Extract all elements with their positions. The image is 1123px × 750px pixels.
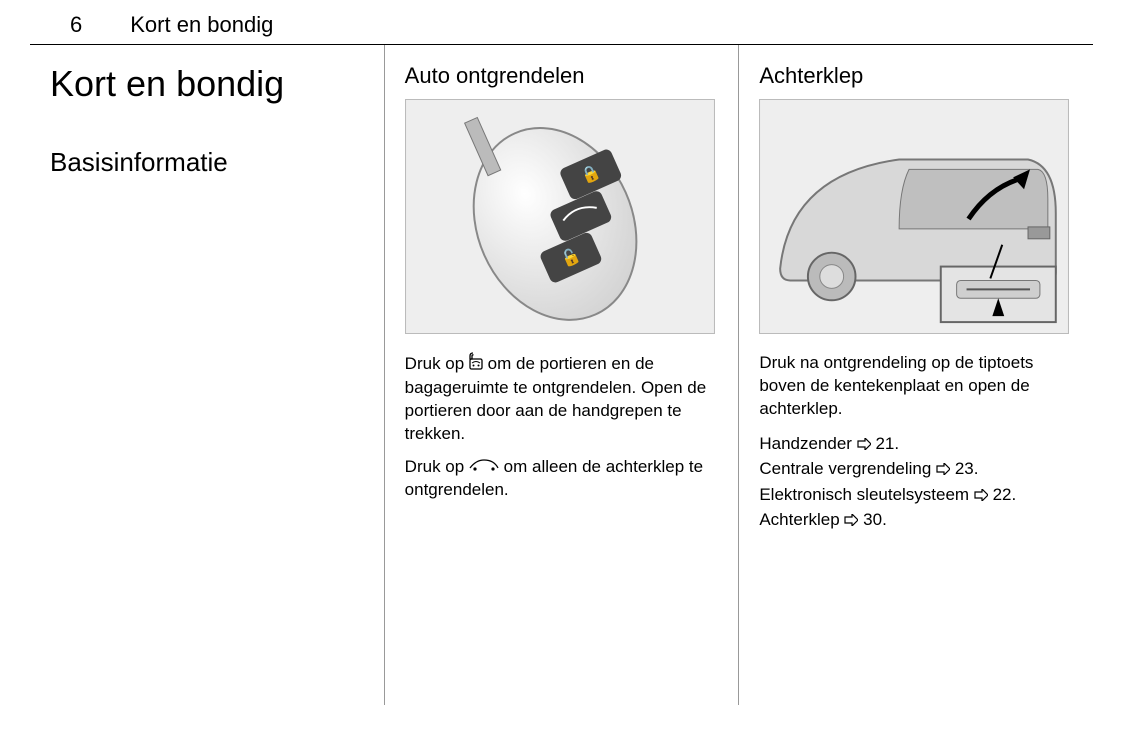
unlock-car-icon xyxy=(469,352,483,377)
keyfob-svg: 🔒 🔓 xyxy=(406,100,714,333)
column-3: Achterklep xyxy=(739,45,1093,705)
crossref-arrow-icon xyxy=(974,483,988,509)
crossref-centrale-vergrendeling: Centrale vergrendeling 23. xyxy=(759,456,1073,482)
section-title: Basisinformatie xyxy=(50,147,364,178)
ref-label: Achterklep xyxy=(759,510,839,529)
content-columns: Kort en bondig Basisinformatie Auto ontg… xyxy=(30,45,1093,705)
heading-auto-ontgrendelen: Auto ontgrendelen xyxy=(405,63,719,89)
text-fragment: Druk op xyxy=(405,354,469,373)
tailgate-illustration xyxy=(759,99,1069,334)
para-tailgate-open: Druk na ontgrendeling op de tiptoets bov… xyxy=(759,352,1073,421)
page-header: 6 Kort en bondig xyxy=(30,0,1093,45)
para-unlock-tailgate: Druk op om alleen de achterklep te ontgr… xyxy=(405,456,719,502)
ref-label: Handzender xyxy=(759,434,852,453)
ref-page: 22 xyxy=(993,485,1012,504)
running-title: Kort en bondig xyxy=(130,12,273,38)
crossref-elektronisch-sleutelsysteem: Elektronisch sleutelsysteem 22. xyxy=(759,482,1073,508)
heading-achterklep: Achterklep xyxy=(759,63,1073,89)
crossref-achterklep: Achterklep 30. xyxy=(759,507,1073,533)
ref-page: 30 xyxy=(863,510,882,529)
page-number: 6 xyxy=(70,12,82,38)
crossref-handzender: Handzender 21. xyxy=(759,431,1073,457)
ref-page: 23 xyxy=(955,459,974,478)
crossref-arrow-icon xyxy=(844,508,858,534)
para-unlock-doors: Druk op om de portieren en de bagageruim… xyxy=(405,352,719,446)
keyfob-illustration: 🔒 🔓 xyxy=(405,99,715,334)
column-2: Auto ontgrendelen 🔒 xyxy=(385,45,740,705)
crossref-arrow-icon xyxy=(936,457,950,483)
car-rear-svg xyxy=(760,100,1068,333)
ref-label: Centrale vergrendeling xyxy=(759,459,931,478)
chapter-title: Kort en bondig xyxy=(50,63,364,105)
crossref-arrow-icon xyxy=(857,432,871,458)
ref-label: Elektronisch sleutelsysteem xyxy=(759,485,969,504)
text-fragment: Druk op xyxy=(405,457,469,476)
ref-page: 21 xyxy=(875,434,894,453)
tailgate-icon xyxy=(469,456,499,479)
column-1: Kort en bondig Basisinformatie xyxy=(30,45,385,705)
